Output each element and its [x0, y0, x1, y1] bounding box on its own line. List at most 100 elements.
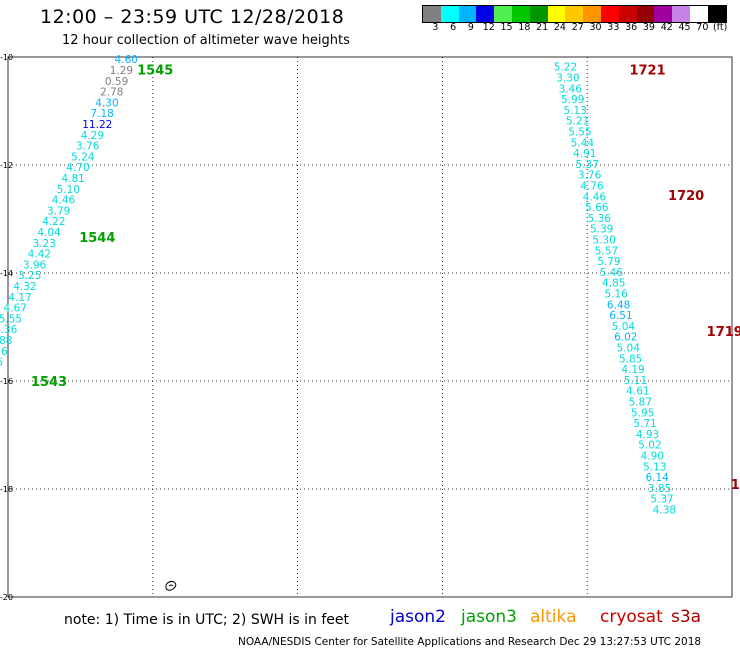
footer-credit: NOAA/NESDIS Center for Satellite Applica…: [238, 636, 702, 648]
color-swatch: [707, 6, 726, 22]
swh-value-label: 5.04: [617, 343, 641, 355]
swh-value-label: 5.10: [57, 184, 80, 196]
swh-value-label: 5.95: [631, 407, 654, 419]
swh-value-label: 4.22: [42, 216, 65, 228]
color-scale-label: 42: [660, 22, 673, 33]
y-tick-label: -20: [0, 593, 13, 602]
swh-value-label: 5.39: [590, 224, 613, 236]
swh-value-label: 4.19: [621, 364, 644, 376]
color-scale-label: 45: [678, 22, 691, 33]
swh-value-label: 4.04: [37, 227, 61, 239]
color-swatch: [636, 6, 655, 22]
swh-value-label: 5.30: [592, 235, 615, 247]
color-scale-label: 39: [642, 22, 655, 33]
swh-value-label: 5.36: [588, 213, 612, 225]
swh-value-label: 4.81: [61, 173, 84, 185]
y-tick-label: -18: [0, 485, 13, 494]
color-swatch: [618, 6, 637, 22]
swh-value-label: 5.46: [600, 267, 624, 279]
color-scale-label: 36: [625, 22, 638, 33]
units-note: note: 1) Time is in UTC; 2) SWH is in fe…: [64, 612, 350, 628]
y-tick-label: -10: [0, 53, 13, 62]
swh-value-label: 5.79: [597, 256, 620, 268]
swh-value-label: 6.14: [645, 472, 669, 484]
legend-item-cryosat: cryosat: [600, 607, 663, 627]
color-swatch: [600, 6, 619, 22]
legend-item-altika: altika: [530, 607, 577, 627]
color-scale-label: 30: [589, 22, 602, 33]
swh-value-label: 5.24: [71, 151, 95, 163]
pass-time-label: 1720: [668, 189, 704, 204]
swh-value-label: 4.61: [626, 386, 649, 398]
color-scale-label: 3: [432, 22, 439, 33]
color-scale-label: 15: [500, 22, 513, 33]
swh-value-label: 7.18: [90, 108, 113, 120]
swh-value-label: 5.04: [612, 321, 636, 333]
swh-value-label: 3.23: [33, 238, 56, 250]
swh-value-label: 5.13: [643, 461, 666, 473]
swh-value-label: 4.88: [0, 335, 12, 347]
color-swatch: [672, 6, 690, 22]
swh-value-label: 4.30: [95, 97, 118, 109]
swh-value-label: 3.79: [47, 205, 70, 217]
swh-value-label: 5.37: [576, 159, 599, 171]
swh-value-label: 4.17: [8, 292, 31, 304]
color-scale-label: 27: [571, 22, 584, 33]
swh-value-label: 6.51: [609, 310, 632, 322]
color-scale-label: 12: [482, 22, 495, 33]
swh-value-label: 5.57: [595, 245, 618, 257]
swh-value-label: 5.16: [604, 289, 628, 301]
y-tick-label: -14: [0, 269, 13, 278]
swh-value-label: 11.22: [82, 119, 112, 131]
map-subtitle: 12 hour collection of altimeter wave hei…: [62, 33, 350, 48]
color-swatch: [583, 6, 601, 22]
swh-value-label: 5.22: [554, 62, 577, 74]
swh-value-label: 4.46: [52, 195, 76, 207]
pass-time-label: 1544: [79, 231, 115, 246]
swh-value-label: 5.87: [629, 397, 652, 409]
pass-time-label: 1545: [137, 63, 173, 78]
swh-value-label: 5.02: [638, 440, 661, 452]
pass-time-label: 1719: [707, 325, 740, 340]
swh-value-label: 4.91: [573, 148, 596, 160]
color-swatch: [654, 6, 673, 22]
swh-value-label: 2.78: [100, 87, 123, 99]
legend-item-jason3: jason3: [461, 607, 517, 627]
pass-time-label: 1543: [31, 375, 67, 390]
swh-value-label: 3.25: [18, 270, 41, 282]
color-scale-label: 24: [553, 22, 566, 33]
color-swatch: [494, 6, 512, 22]
color-swatch: [458, 6, 477, 22]
swh-value-label: 5.11: [624, 375, 647, 387]
swh-value-label: 3.96: [23, 259, 47, 271]
swh-value-label: 3.30: [556, 73, 579, 85]
swh-value-label: 5.55: [0, 313, 22, 325]
color-scale-label: 6: [450, 22, 457, 33]
swh-value-label: 0.59: [105, 76, 128, 88]
swh-value-label: 5.55: [568, 127, 591, 139]
swh-value-label: 4.93: [636, 429, 659, 441]
color-scale-label: 33: [607, 22, 620, 33]
swh-value-label: 3.46: [559, 83, 583, 95]
swh-value-label: 5.85: [619, 353, 642, 365]
swh-value-label: 4.85: [602, 278, 625, 290]
swh-value-label: 4.67: [4, 303, 27, 315]
swh-value-label: 4.86: [0, 357, 3, 369]
color-swatch: [423, 6, 441, 22]
swh-value-label: 5.13: [563, 105, 586, 117]
swh-value-label: 5.99: [561, 94, 584, 106]
color-swatch: [565, 6, 584, 22]
swh-value-label: 3.76: [76, 141, 100, 153]
swh-value-label: 3.85: [648, 483, 671, 495]
pass-time-label: 1718: [731, 478, 740, 493]
legend-item-jason2: jason2: [390, 607, 446, 627]
swh-value-label: 4.38: [653, 505, 676, 517]
color-swatch: [511, 6, 530, 22]
map-frame: [7, 56, 733, 598]
legend-item-s3a: s3a: [671, 607, 702, 627]
pass-time-label: 1721: [629, 63, 665, 78]
color-swatch: [547, 6, 566, 22]
color-swatch: [689, 6, 708, 22]
swh-value-label: 5.44: [571, 137, 595, 149]
